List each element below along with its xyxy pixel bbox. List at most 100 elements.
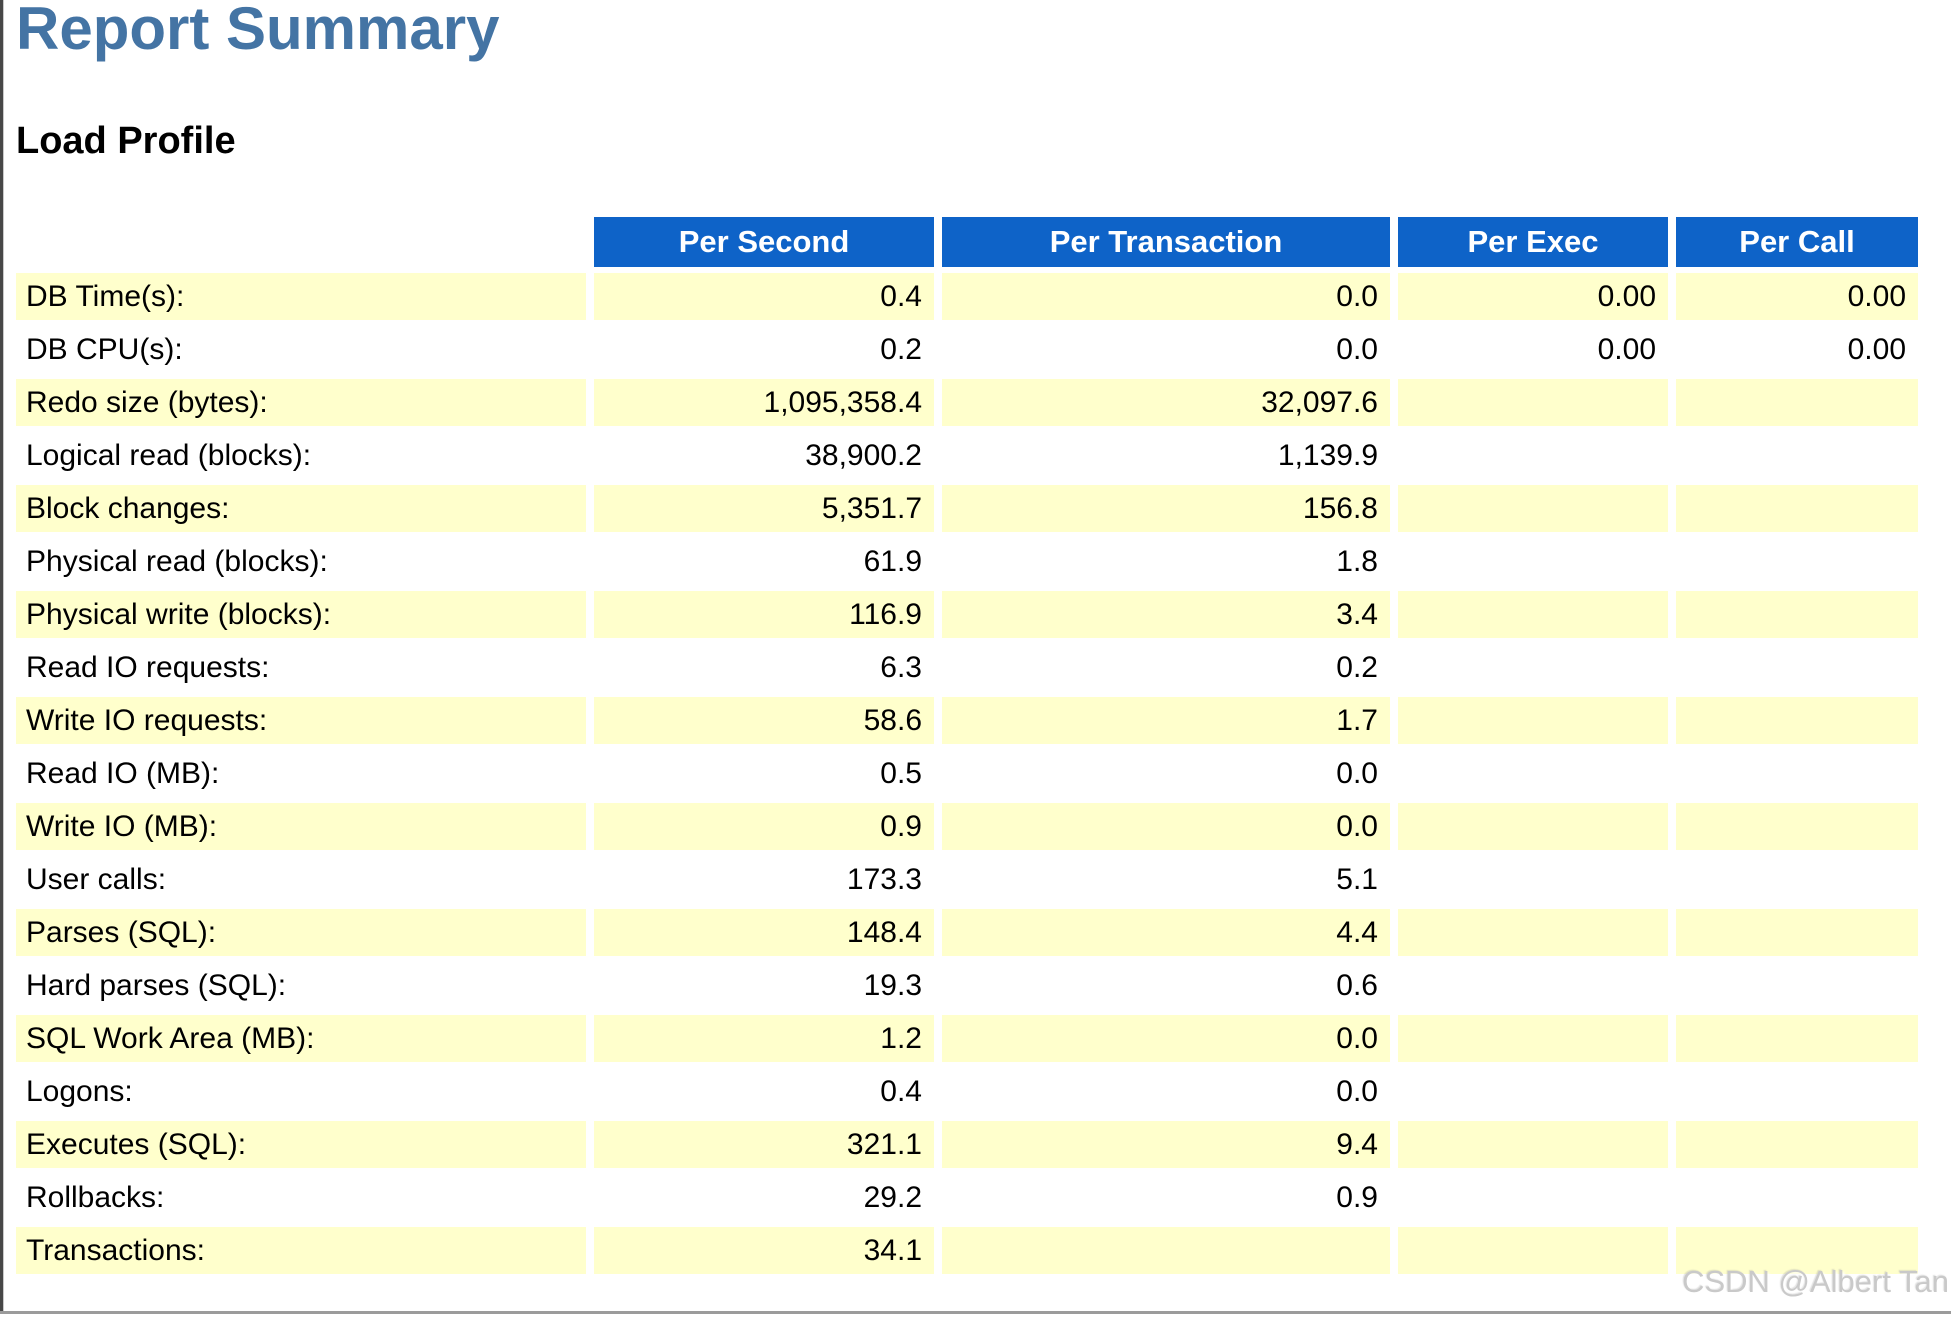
cell-value: 321.1	[594, 1121, 934, 1168]
table-row: Block changes: 5,351.7 156.8	[16, 485, 1918, 532]
cell-value	[1676, 1121, 1918, 1168]
table-row: Read IO requests: 6.3 0.2	[16, 644, 1918, 691]
row-label: Read IO (MB):	[16, 750, 586, 797]
column-header: Per Exec	[1398, 217, 1668, 267]
table-row: Physical read (blocks): 61.9 1.8	[16, 538, 1918, 585]
cell-value: 0.00	[1398, 273, 1668, 320]
cell-value: 29.2	[594, 1174, 934, 1221]
cell-value	[1398, 909, 1668, 956]
load-profile-table: Per Second Per Transaction Per Exec Per Cal…	[8, 211, 1926, 1280]
cell-value	[1398, 1174, 1668, 1221]
cell-value	[1398, 538, 1668, 585]
cell-value	[1398, 591, 1668, 638]
cell-value: 58.6	[594, 697, 934, 744]
table-row: DB Time(s): 0.4 0.0 0.00 0.00	[16, 273, 1918, 320]
row-label: Hard parses (SQL):	[16, 962, 586, 1009]
cell-value	[1676, 750, 1918, 797]
cell-value: 0.0	[942, 273, 1390, 320]
table-row: SQL Work Area (MB): 1.2 0.0	[16, 1015, 1918, 1062]
cell-value: 0.9	[942, 1174, 1390, 1221]
row-label: Rollbacks:	[16, 1174, 586, 1221]
table-row: Rollbacks: 29.2 0.9	[16, 1174, 1918, 1221]
cell-value: 61.9	[594, 538, 934, 585]
table-row: Logons: 0.4 0.0	[16, 1068, 1918, 1115]
table-row: Hard parses (SQL): 19.3 0.6	[16, 962, 1918, 1009]
cell-value	[942, 1227, 1390, 1274]
row-label: Physical read (blocks):	[16, 538, 586, 585]
cell-value: 3.4	[942, 591, 1390, 638]
cell-value: 0.0	[942, 326, 1390, 373]
row-label: Read IO requests:	[16, 644, 586, 691]
cell-value	[1676, 1015, 1918, 1062]
cell-value	[1398, 750, 1668, 797]
cell-value	[1676, 1227, 1918, 1274]
cell-value	[1398, 644, 1668, 691]
row-label: Block changes:	[16, 485, 586, 532]
window-bottom-edge	[0, 1311, 1951, 1314]
table-header-row: Per Second Per Transaction Per Exec Per Cal…	[16, 217, 1918, 267]
cell-value: 32,097.6	[942, 379, 1390, 426]
row-label: Transactions:	[16, 1227, 586, 1274]
table-row: Write IO requests: 58.6 1.7	[16, 697, 1918, 744]
cell-value: 0.6	[942, 962, 1390, 1009]
column-header: Per Call	[1676, 217, 1918, 267]
cell-value	[1398, 803, 1668, 850]
cell-value: 5,351.7	[594, 485, 934, 532]
table-row: User calls: 173.3 5.1	[16, 856, 1918, 903]
row-label: Physical write (blocks):	[16, 591, 586, 638]
cell-value: 0.00	[1398, 326, 1668, 373]
cell-value	[1398, 379, 1668, 426]
cell-value	[1676, 856, 1918, 903]
table-row: Physical write (blocks): 116.9 3.4	[16, 591, 1918, 638]
cell-value	[1676, 485, 1918, 532]
cell-value	[1398, 1015, 1668, 1062]
row-label: SQL Work Area (MB):	[16, 1015, 586, 1062]
table-row: Write IO (MB): 0.9 0.0	[16, 803, 1918, 850]
cell-value	[1676, 644, 1918, 691]
row-label: Executes (SQL):	[16, 1121, 586, 1168]
row-label: DB Time(s):	[16, 273, 586, 320]
cell-value	[1676, 1068, 1918, 1115]
cell-value: 9.4	[942, 1121, 1390, 1168]
cell-value	[1398, 432, 1668, 479]
corner-header-cell	[16, 217, 586, 267]
cell-value: 0.0	[942, 803, 1390, 850]
cell-value: 1.7	[942, 697, 1390, 744]
cell-value: 6.3	[594, 644, 934, 691]
cell-value: 0.0	[942, 750, 1390, 797]
cell-value	[1676, 379, 1918, 426]
cell-value: 1.2	[594, 1015, 934, 1062]
cell-value	[1676, 432, 1918, 479]
row-label: Write IO requests:	[16, 697, 586, 744]
row-label: Parses (SQL):	[16, 909, 586, 956]
cell-value: 156.8	[942, 485, 1390, 532]
cell-value	[1676, 538, 1918, 585]
cell-value: 1,139.9	[942, 432, 1390, 479]
cell-value: 1.8	[942, 538, 1390, 585]
cell-value: 19.3	[594, 962, 934, 1009]
cell-value: 4.4	[942, 909, 1390, 956]
cell-value	[1398, 485, 1668, 532]
cell-value: 34.1	[594, 1227, 934, 1274]
cell-value: 0.0	[942, 1068, 1390, 1115]
window-left-edge	[0, 0, 4, 1312]
page-title: Report Summary	[16, 0, 500, 62]
table-row: DB CPU(s): 0.2 0.0 0.00 0.00	[16, 326, 1918, 373]
table-row: Redo size (bytes): 1,095,358.4 32,097.6	[16, 379, 1918, 426]
cell-value: 38,900.2	[594, 432, 934, 479]
cell-value: 173.3	[594, 856, 934, 903]
cell-value: 0.5	[594, 750, 934, 797]
cell-value: 0.4	[594, 1068, 934, 1115]
cell-value: 1,095,358.4	[594, 379, 934, 426]
row-label: Logical read (blocks):	[16, 432, 586, 479]
cell-value: 0.2	[594, 326, 934, 373]
cell-value: 0.0	[942, 1015, 1390, 1062]
column-header: Per Transaction	[942, 217, 1390, 267]
column-header: Per Second	[594, 217, 934, 267]
row-label: User calls:	[16, 856, 586, 903]
cell-value	[1676, 909, 1918, 956]
cell-value	[1676, 1174, 1918, 1221]
cell-value	[1398, 1121, 1668, 1168]
cell-value	[1398, 1068, 1668, 1115]
